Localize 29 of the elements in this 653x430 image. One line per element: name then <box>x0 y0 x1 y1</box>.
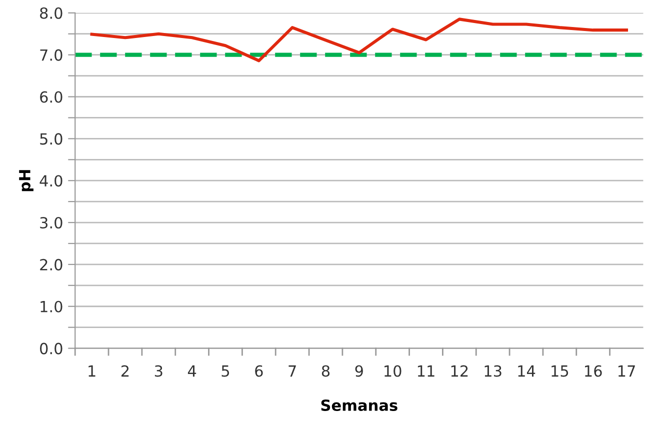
x-tick-label: 7 <box>288 365 296 377</box>
y-tick-label: 6.0 <box>40 91 62 103</box>
x-tick-label: 12 <box>451 365 468 377</box>
x-tick-label: 11 <box>418 365 434 377</box>
y-tick-label: 0.0 <box>40 342 62 354</box>
x-tick-label: 9 <box>355 365 363 377</box>
x-tick-label: 17 <box>618 365 635 377</box>
y-tick-label: 1.0 <box>40 300 62 312</box>
y-tick-label: 4.0 <box>40 175 62 187</box>
y-tick-label: 5.0 <box>40 133 62 145</box>
x-tick-label: 8 <box>322 365 330 377</box>
y-tick-label: 2.0 <box>40 258 62 270</box>
x-tick-label: 1 <box>88 365 96 377</box>
y-axis-title: pH <box>19 170 34 192</box>
x-tick-label: 3 <box>154 365 162 377</box>
line-series <box>90 18 628 62</box>
x-tick-label: 4 <box>188 365 196 377</box>
y-tick-label: 7.0 <box>40 49 62 61</box>
x-tick-label: 16 <box>585 365 602 377</box>
x-axis-title: Semanas <box>321 399 398 412</box>
x-tick-label: 10 <box>384 365 402 377</box>
x-tick-label: 14 <box>518 365 536 377</box>
x-tick-label: 2 <box>121 365 129 377</box>
x-tick-label: 5 <box>222 365 230 377</box>
y-tick-label: 8.0 <box>40 7 62 19</box>
x-tick-label: 15 <box>552 365 568 377</box>
y-tick-label: 3.0 <box>40 216 62 229</box>
x-tick-label: 6 <box>255 365 263 377</box>
x-tick-label: 13 <box>484 365 502 377</box>
